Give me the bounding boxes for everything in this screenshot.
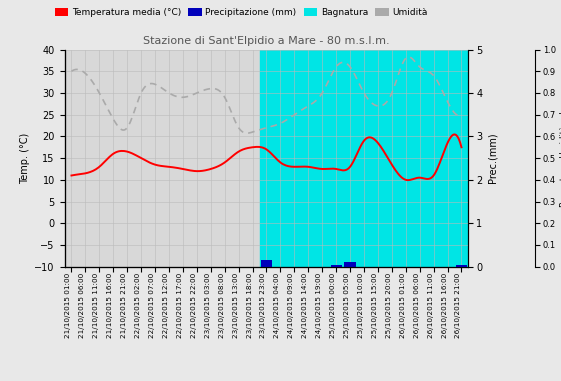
- Y-axis label: Prec.(mm): Prec.(mm): [488, 133, 498, 183]
- Bar: [329, 50, 468, 267]
- Bar: [260, 50, 329, 267]
- Title: Stazione di Sant'Elpidio a Mare - 80 m.s.l.m.: Stazione di Sant'Elpidio a Mare - 80 m.s…: [143, 36, 390, 46]
- Legend: Temperatura media (°C), Precipitazione (mm), Bagnatura, Umidità: Temperatura media (°C), Precipitazione (…: [51, 5, 431, 21]
- Bar: [456, 264, 467, 267]
- Bar: [261, 260, 272, 267]
- Bar: [330, 264, 342, 267]
- Y-axis label: Bagnatura, Umidità rel.: Bagnatura, Umidità rel.: [560, 109, 561, 207]
- Bar: [344, 263, 356, 267]
- Y-axis label: Temp. (°C): Temp. (°C): [20, 133, 30, 184]
